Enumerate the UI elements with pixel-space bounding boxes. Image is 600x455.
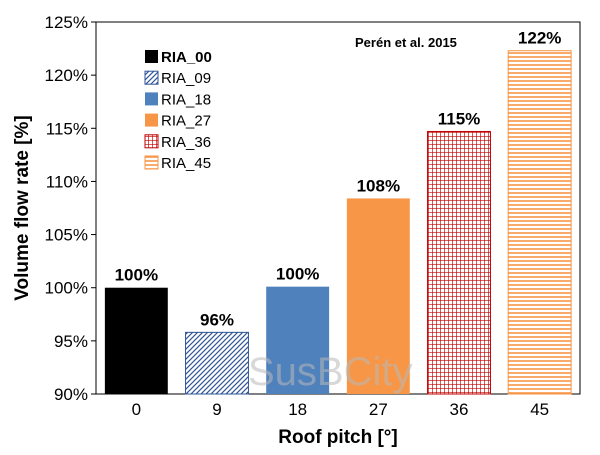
legend-swatch [145, 50, 158, 63]
legend-swatch [144, 134, 159, 149]
x-axis-title: Roof pitch [°] [278, 427, 397, 448]
y-tick-label: 100% [45, 279, 88, 298]
bar-RIA_00 [104, 287, 168, 394]
watermark-logo: SusBCity [248, 350, 413, 394]
y-tick-label: 115% [46, 119, 88, 138]
bar-RIA_45 [507, 50, 572, 395]
x-tick-label: 0 [132, 400, 141, 419]
y-tick-label: 90% [54, 385, 88, 404]
bars: 100% 96% 100% 108% 115% 122% [104, 29, 572, 395]
data-label: 115% [438, 109, 481, 128]
legend-label: RIA_45 [161, 155, 211, 172]
legend: RIA_00 RIA_09 RIA_18 RIA_27 RIA_36 RIA_45 [144, 49, 212, 172]
legend-label: RIA_27 [161, 113, 211, 130]
legend-swatch [145, 92, 158, 106]
legend-swatch [144, 155, 159, 170]
x-axis-ticks: 0 9 18 27 36 45 [132, 400, 550, 419]
legend-label: RIA_09 [161, 70, 211, 87]
x-tick-label: 18 [288, 400, 307, 419]
bar-RIA_09 [185, 331, 249, 395]
y-axis-title: Volume flow rate [%] [12, 115, 33, 300]
y-tick-label: 110% [46, 172, 88, 191]
data-label: 122% [518, 29, 561, 48]
y-axis-ticks: 90% 95% 100% 105% 110% 115% 120% 125% [45, 13, 96, 404]
legend-label: RIA_36 [161, 134, 211, 151]
y-tick-label: 95% [54, 332, 88, 351]
data-label: 100% [276, 265, 319, 284]
source-annotation: Perén et al. 2015 [355, 35, 457, 50]
legend-swatch [145, 113, 158, 127]
data-label: 96% [200, 310, 234, 329]
bar-RIA_27 [346, 198, 410, 394]
legend-label: RIA_00 [161, 49, 212, 66]
data-label: 108% [357, 176, 400, 195]
y-tick-label: 125% [45, 13, 88, 32]
x-tick-label: 45 [530, 400, 549, 419]
x-tick-label: 36 [450, 400, 469, 419]
data-label: 100% [115, 266, 158, 285]
bar-RIA_18 [266, 286, 330, 394]
plot-area [95, 21, 581, 395]
legend-label: RIA_18 [161, 91, 211, 108]
y-tick-label: 105% [45, 226, 88, 245]
bar-RIA_36 [427, 130, 491, 395]
plot-frame [95, 21, 581, 395]
x-tick-label: 27 [369, 400, 388, 419]
legend-swatch [144, 70, 159, 85]
x-tick-label: 9 [212, 400, 221, 419]
y-tick-label: 120% [45, 66, 88, 85]
